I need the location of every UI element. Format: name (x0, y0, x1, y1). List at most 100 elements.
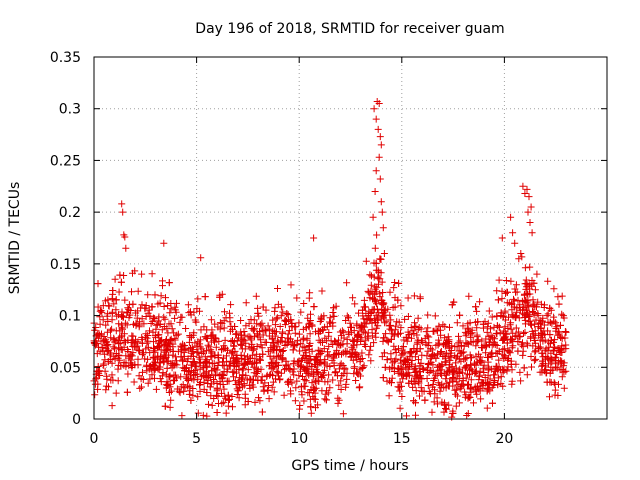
data-point (325, 332, 333, 340)
data-point (446, 378, 454, 386)
data-point (313, 356, 321, 364)
data-point (129, 349, 137, 357)
data-point (250, 345, 258, 353)
data-point (103, 341, 111, 349)
data-point (381, 319, 389, 327)
data-point (146, 312, 154, 320)
data-point (237, 331, 245, 339)
data-point (360, 303, 368, 311)
data-point (410, 397, 418, 405)
data-point (310, 303, 318, 311)
data-point (551, 380, 559, 388)
data-point (452, 390, 459, 398)
data-point (389, 359, 397, 367)
data-point (284, 334, 292, 342)
data-point (109, 343, 117, 351)
y-tick-label: 0.05 (50, 360, 81, 376)
data-point (448, 301, 456, 309)
data-point (134, 287, 142, 295)
data-point (525, 313, 533, 321)
data-point (142, 302, 150, 309)
data-point (417, 359, 425, 367)
data-point (91, 326, 99, 334)
data-point (520, 330, 527, 337)
data-point (531, 339, 539, 347)
data-point (411, 353, 419, 361)
data-point (500, 366, 508, 374)
data-point (302, 352, 310, 359)
data-point (484, 358, 492, 366)
data-point (433, 394, 441, 402)
data-point (558, 345, 565, 352)
data-point (456, 311, 464, 319)
data-point (386, 325, 394, 333)
data-point (543, 378, 551, 386)
data-point (261, 326, 269, 334)
data-point (168, 364, 176, 372)
data-point (245, 358, 253, 365)
x-tick-labels: 0 5 10 15 20 (90, 431, 514, 447)
data-point (351, 363, 359, 371)
data-point (515, 328, 523, 336)
data-point (224, 365, 232, 373)
data-point (163, 378, 171, 386)
data-point (312, 361, 319, 368)
data-point (111, 275, 119, 283)
data-point (339, 410, 347, 418)
data-point (354, 333, 362, 341)
data-point (445, 343, 453, 351)
data-point (544, 354, 552, 362)
data-point (259, 303, 267, 311)
data-point (265, 382, 272, 389)
data-point (312, 404, 319, 412)
data-point (166, 403, 174, 411)
data-point (469, 367, 477, 375)
data-point (429, 327, 437, 335)
data-point (221, 336, 229, 344)
data-point (453, 343, 461, 351)
data-point (371, 188, 379, 195)
data-point (379, 374, 387, 382)
data-point (147, 320, 155, 327)
data-point (135, 346, 143, 354)
data-point (108, 316, 116, 324)
data-point (270, 339, 278, 346)
data-point (94, 303, 102, 311)
data-point (366, 316, 374, 323)
data-point (237, 351, 245, 359)
data-point (472, 361, 480, 369)
data-point (507, 213, 515, 221)
data-point (494, 296, 502, 304)
data-point (516, 368, 524, 376)
data-point (107, 327, 114, 335)
data-point (353, 332, 361, 340)
data-point (368, 326, 376, 334)
data-point (193, 370, 201, 378)
data-point (382, 330, 390, 338)
data-point (162, 353, 170, 361)
data-point (526, 290, 534, 298)
data-point (561, 328, 569, 335)
data-point (155, 331, 163, 339)
x-tick-label: 15 (393, 431, 411, 447)
data-point (440, 408, 448, 416)
data-point (117, 362, 125, 370)
data-point (408, 334, 415, 342)
data-point (108, 309, 116, 317)
data-point (514, 296, 522, 304)
data-point (391, 357, 399, 365)
data-point (144, 291, 152, 299)
data-point (504, 288, 511, 296)
data-point (309, 393, 317, 401)
data-point (402, 334, 410, 342)
data-point (199, 371, 207, 379)
data-point (379, 289, 387, 296)
data-point (548, 336, 555, 344)
data-point (391, 279, 399, 286)
data-point (183, 375, 191, 383)
data-point (386, 288, 394, 296)
data-point (514, 338, 522, 346)
data-point (432, 354, 440, 362)
data-point (498, 350, 506, 358)
data-point (317, 338, 325, 346)
